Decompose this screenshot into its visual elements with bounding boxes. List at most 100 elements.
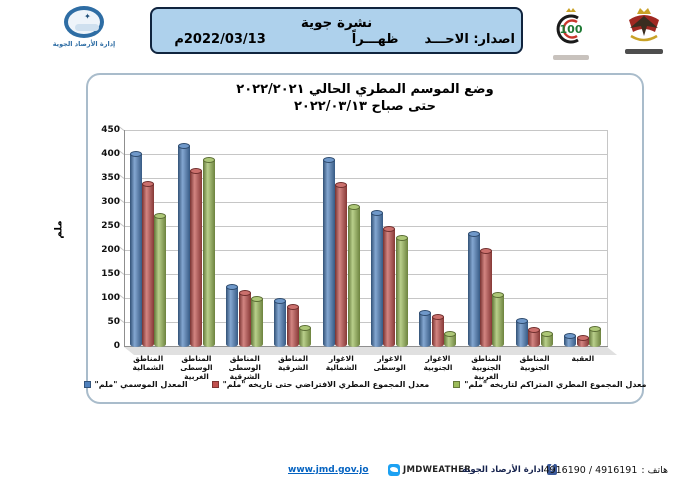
bar-series2-cat6 [383,226,396,347]
bar-series3-cat2 [202,156,215,347]
bar-series2-cat9 [528,326,541,347]
bar-series1-cat7 [419,310,432,347]
y-tick-label: 250 [101,221,120,231]
gridline [116,148,607,155]
legend-label: معدل المجموع المطري الافتراضي حتى تاريخه… [222,380,430,389]
issue-day: اصدار: الاحـــد [424,31,515,47]
x-category-label: المناطق الجنوبية الغربية [471,354,502,381]
website-link[interactable]: www.jmd.gov.jo [288,465,369,475]
y-tick-label: 300 [101,197,120,207]
gridline [116,124,607,131]
cylinder-cap [515,318,528,325]
legend-item: معدل المجموع المطري المتراكم لتاريخه "مل… [453,380,646,389]
legend-item: المعدل الموسمي "ملم" [83,380,188,389]
bar-series3-cat4 [299,324,312,347]
cylinder-cap [274,298,287,305]
gridline [116,196,607,203]
cylinder-cap [395,234,408,241]
y-tick-label: 200 [101,245,120,255]
y-axis-line [124,130,125,346]
twitter-handle: JMDWEATHER [403,465,472,475]
centennial-caption [553,55,589,60]
x-category-label: المناطق الوسطى الغربية [180,354,213,381]
twitter-icon [388,464,400,476]
twitter-account[interactable]: JMDWEATHER [388,464,471,476]
bar-series2-cat5 [335,181,348,347]
cylinder-cap [141,180,154,187]
y-tick-label: 0 [113,341,120,351]
bar-series1-cat3 [226,283,239,347]
cylinder-cap [202,156,215,163]
x-category-label: الاغوار الشمالية [325,354,357,372]
jmd-logo-icon: ✦ [64,6,104,38]
x-category-label: الاغوار الوسطى [373,354,406,372]
bar-series2-cat3 [238,290,251,347]
cylinder-cap [467,230,480,237]
x-category-label: العقبة [571,354,595,363]
bar-chart-plot [116,124,617,355]
cylinder-cap [129,150,142,157]
x-axis-line [124,346,608,347]
plot-right-edge [607,130,608,346]
bar-series2-cat10 [576,335,589,347]
cylinder-cap [444,330,457,337]
bar-series1-cat8 [467,230,480,347]
jmd-logo-caption: إدارة الأرصاد الجوية [52,40,116,48]
bar-series3-cat1 [154,213,167,347]
legend-label: معدل المجموع المطري المتراكم لتاريخه "مل… [464,380,647,389]
legend-swatch [83,381,91,388]
cylinder-cap [190,167,203,174]
cloud-icon [75,24,99,31]
y-tick-label: 350 [101,173,120,183]
chart-title-line2: حتى صباح ٢٠٢٢/٠٣/١٣ [294,98,436,114]
bar-series2-cat7 [431,314,444,347]
legend-swatch [211,381,219,388]
issue-line: اصدار: الاحـــد ظهـــراً 2022/03/13م [152,31,521,47]
cylinder-cap [431,314,444,321]
bar-series3-cat8 [492,292,505,347]
cylinder-cap [383,226,396,233]
facebook-icon: f [546,464,557,475]
bar-series1-cat5 [322,156,335,347]
bar-series2-cat2 [190,167,203,347]
x-category-label: المناطق الشرقية [277,354,309,372]
chart-3d-floor [124,347,617,355]
legend-swatch [453,381,461,388]
y-tick-label: 150 [101,269,120,279]
chart-card: وضع الموسم المطري الحالي ٢٠٢٢/٢٠٢١ حتى ص… [83,73,646,404]
cylinder-cap [286,304,299,311]
y-axis-title: ملم [53,220,65,239]
cylinder-cap [492,292,505,299]
cylinder-cap [177,143,190,150]
jordan-coat-of-arms [619,6,669,54]
bar-series1-cat9 [515,318,528,347]
coat-of-arms-icon [629,8,659,42]
facebook-account[interactable]: f ادارة الأرصاد الجوية [462,464,557,475]
centennial-100-icon: 100 [556,8,583,44]
bar-series3-cat10 [589,326,601,347]
bulletin-title: نشرة جوية [300,14,373,31]
bar-series3-cat3 [250,296,263,347]
cylinder-cap [250,296,263,302]
cylinder-cap [564,332,577,339]
star-icon: ✦ [84,12,91,21]
phone-numbers: 4916190 / 4916191 [543,465,638,476]
cylinder-cap [226,283,239,290]
bar-series1-cat6 [371,209,383,347]
phone-line: هاتف : 4916190 / 4916191 [540,465,668,476]
y-tick-label: 450 [101,125,120,135]
bar-series2-cat8 [480,247,492,347]
bar-series2-cat1 [141,180,154,347]
y-tick-label: 100 [101,293,120,303]
cylinder-cap [528,326,541,333]
gridline [116,292,607,299]
x-category-label: المناطق الجنوبية [519,354,550,372]
cylinder-cap [371,209,383,216]
bar-series1-cat2 [177,143,190,347]
issue-time: ظهـــراً [351,31,399,47]
jmd-logo: ✦ إدارة الأرصاد الجوية [45,6,123,48]
gridline [116,316,607,323]
bar-series1-cat4 [274,298,287,347]
x-category-label: المناطق الوسطى الشرقية [228,354,261,381]
